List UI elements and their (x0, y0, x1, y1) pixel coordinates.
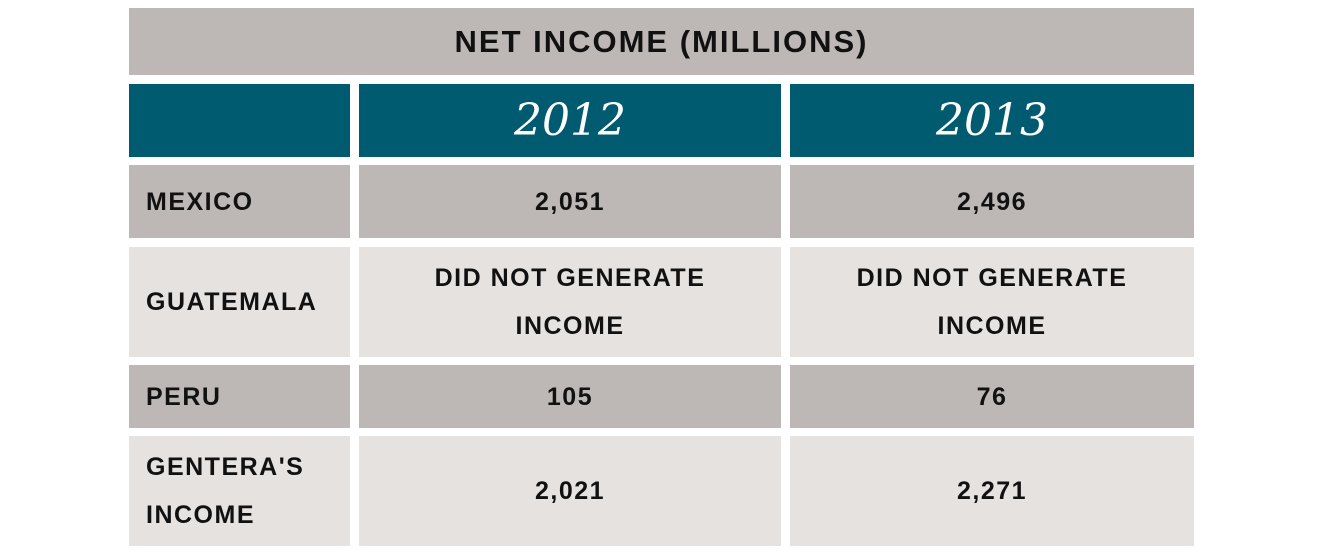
cell-guatemala-2013: DID NOT GENERATE INCOME (790, 247, 1194, 357)
cell-mexico-2013: 2,496 (790, 165, 1194, 238)
row-label-mexico: MEXICO (129, 165, 350, 238)
table-title: NET INCOME (MILLIONS) (129, 8, 1194, 75)
cell-guatemala-2012: DID NOT GENERATE INCOME (359, 247, 781, 357)
column-header-2012: 2012 (359, 84, 781, 157)
cell-peru-2013: 76 (790, 365, 1194, 428)
header-blank-cell (129, 84, 350, 157)
cell-genteras-income-2012: 2,021 (359, 436, 781, 546)
row-label-guatemala: GUATEMALA (129, 247, 350, 357)
cell-genteras-income-2013: 2,271 (790, 436, 1194, 546)
row-label-peru: PERU (129, 365, 350, 428)
row-label-genteras-income: GENTERA'S INCOME (129, 436, 350, 546)
cell-mexico-2012: 2,051 (359, 165, 781, 238)
cell-peru-2012: 105 (359, 365, 781, 428)
column-header-2013: 2013 (790, 84, 1194, 157)
